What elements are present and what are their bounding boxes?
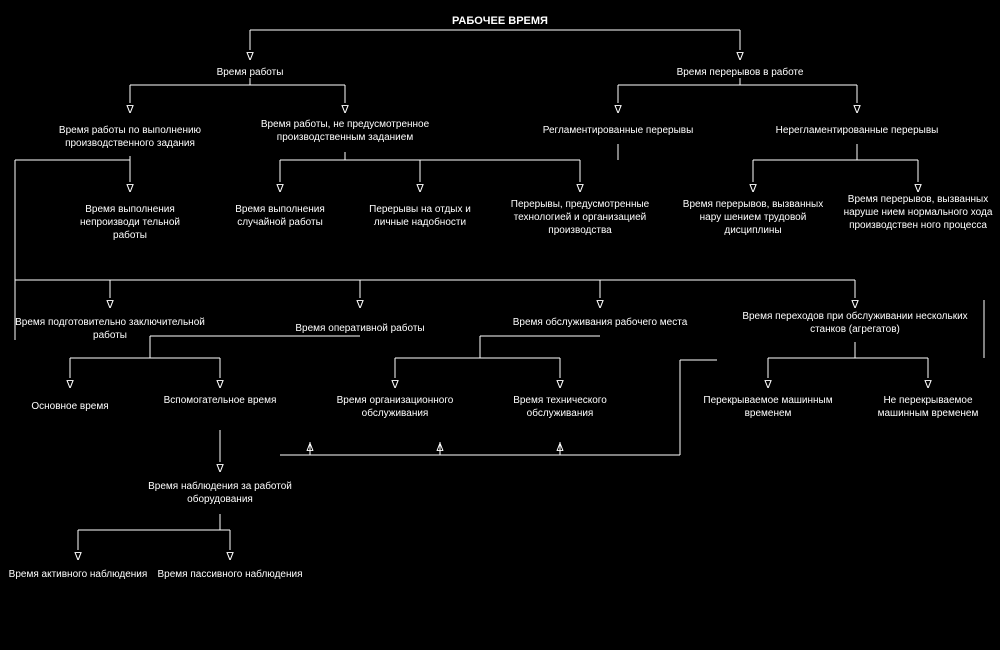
arrow-down-icon: ∇ xyxy=(912,182,924,195)
node-l5f: Не перекрываемое машинным временем xyxy=(858,394,998,420)
node-l3c: Перерывы на отдых и личные надобности xyxy=(360,203,480,229)
arrow-down-icon: ∇ xyxy=(762,378,774,391)
arrow-down-icon: ∇ xyxy=(849,298,861,311)
node-l4a: Время подготовительно заключительной раб… xyxy=(0,316,220,342)
arrow-up-icon: ∆ xyxy=(554,442,566,454)
node-l3b: Время выполнения случайной работы xyxy=(220,203,340,229)
arrow-down-icon: ∇ xyxy=(124,103,136,116)
node-l2d: Нерегламентированные перерывы xyxy=(767,124,947,137)
arrow-down-icon: ∇ xyxy=(244,50,256,63)
arrow-down-icon: ∇ xyxy=(274,182,286,195)
arrow-down-icon: ∇ xyxy=(389,378,401,391)
arrow-down-icon: ∇ xyxy=(64,378,76,391)
arrow-down-icon: ∇ xyxy=(747,182,759,195)
arrow-up-icon: ∆ xyxy=(304,442,316,454)
arrow-up-icon: ∆ xyxy=(434,442,446,454)
arrow-down-icon: ∇ xyxy=(574,182,586,195)
node-l3a: Время выполнения непроизводи тельной раб… xyxy=(65,203,195,242)
arrow-down-icon: ∇ xyxy=(224,550,236,563)
node-l3f: Время перерывов, вызванных наруше нием н… xyxy=(838,193,998,232)
arrow-down-icon: ∇ xyxy=(339,103,351,116)
node-l2b: Время работы, не предусмотренное произво… xyxy=(240,118,450,144)
arrow-down-icon: ∇ xyxy=(72,550,84,563)
arrow-down-icon: ∇ xyxy=(124,182,136,195)
arrow-down-icon: ∇ xyxy=(612,103,624,116)
node-l5d: Время технического обслуживания xyxy=(480,394,640,420)
node-l7b: Время пассивного наблюдения xyxy=(155,568,305,581)
arrow-down-icon: ∇ xyxy=(922,378,934,391)
arrow-down-icon: ∇ xyxy=(734,50,746,63)
node-l6a: Время наблюдения за работой оборудования xyxy=(140,480,300,506)
node-l5b: Вспомогательное время xyxy=(150,394,290,407)
node-l5e: Перекрываемое машинным временем xyxy=(693,394,843,420)
arrow-down-icon: ∇ xyxy=(554,378,566,391)
node-l2a: Время работы по выполнению производствен… xyxy=(30,124,230,150)
arrow-down-icon: ∇ xyxy=(104,298,116,311)
arrow-down-icon: ∇ xyxy=(414,182,426,195)
node-l7a: Время активного наблюдения xyxy=(3,568,153,581)
arrow-down-icon: ∇ xyxy=(851,103,863,116)
node-l5c: Время организационного обслуживания xyxy=(320,394,470,420)
arrow-down-icon: ∇ xyxy=(354,298,366,311)
node-l1a: Время работы xyxy=(160,66,340,79)
node-root: РАБОЧЕЕ ВРЕМЯ xyxy=(400,14,600,28)
node-l5a: Основное время xyxy=(5,400,135,413)
node-l3d: Перерывы, предусмотренные технологией и … xyxy=(505,198,655,237)
node-l2c: Регламентированные перерывы xyxy=(533,124,703,137)
node-l4b: Время оперативной работы xyxy=(250,322,470,335)
node-l4d: Время переходов при обслуживании несколь… xyxy=(735,310,975,336)
arrow-down-icon: ∇ xyxy=(594,298,606,311)
node-l4c: Время обслуживания рабочего места xyxy=(510,316,690,329)
node-l3e: Время перерывов, вызванных нару шением т… xyxy=(673,198,833,237)
node-l1b: Время перерывов в работе xyxy=(620,66,860,79)
arrow-down-icon: ∇ xyxy=(214,378,226,391)
arrow-down-icon: ∇ xyxy=(214,462,226,475)
